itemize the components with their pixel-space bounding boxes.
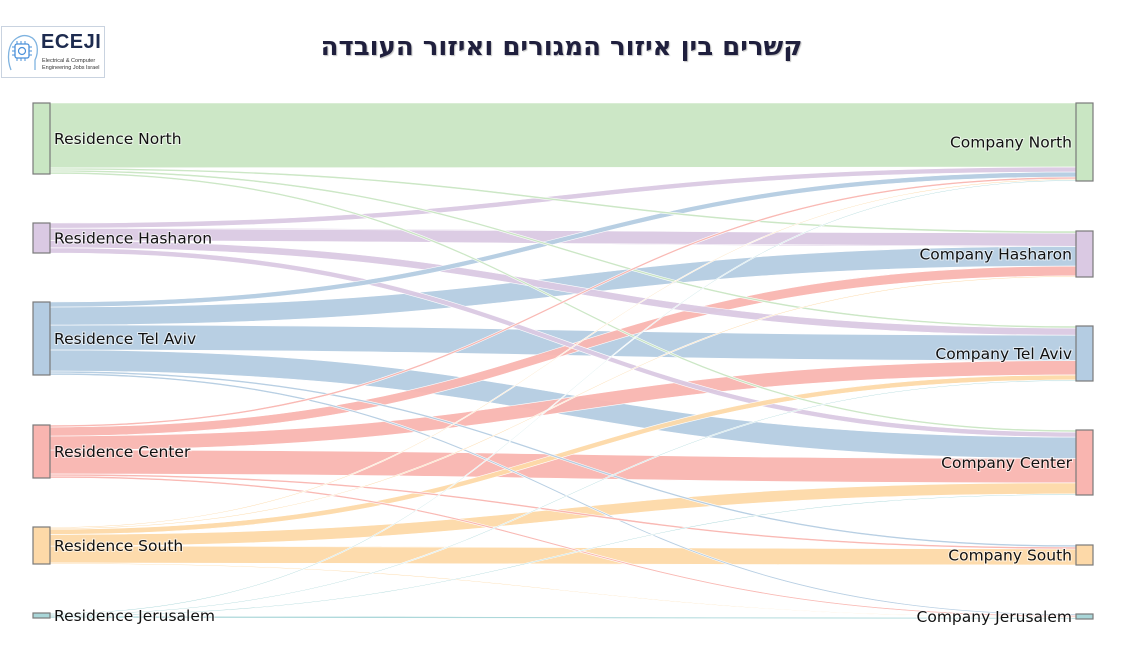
logo-tagline-line1: Electrical & Computer [42,58,96,64]
source-label-rc: Residence Center [54,443,191,461]
logo-tagline: Electrical & Computer Engineering Jobs I… [42,58,106,71]
chip-head-icon [7,35,39,71]
sankey-labels: Residence North Residence Hasharon Residen… [53,129,1074,627]
target-label-cs: Company South [948,547,1072,565]
logo-brand: ECEJI [41,31,102,53]
source-node-rs[interactable] [32,526,51,565]
target-node-ch[interactable] [1075,230,1094,278]
target-node-cc[interactable] [1075,429,1094,496]
target-label-ct: Company Tel Aviv [935,345,1072,363]
logo-tagline-line2: Engineering Jobs Israel [42,64,100,71]
source-label-rj: Residence Jerusalem [54,607,215,625]
source-node-rt[interactable] [32,301,51,376]
source-label-rn: Residence North [54,130,182,148]
target-node-ct[interactable] [1075,325,1094,382]
target-node-cn[interactable] [1075,102,1094,182]
source-label-rh: Residence Hasharon [54,230,212,248]
sankey-nodes [32,102,1094,620]
sankey-links [49,102,1077,620]
chart-title: קשרים בין איזור המגורים ואיזור העובדה [320,32,803,62]
target-label-cc: Company Center [941,454,1072,472]
target-label-ch: Company Hasharon [919,246,1072,264]
target-label-cn: Company North [950,134,1072,152]
target-node-cs[interactable] [1075,544,1094,566]
source-node-rh[interactable] [32,222,51,254]
source-node-rn[interactable] [32,102,51,175]
eceji-logo: ECEJI Electrical & Computer Engineering … [1,26,105,78]
source-node-rc[interactable] [32,424,51,479]
target-node-cj[interactable] [1075,613,1094,620]
sankey-link[interactable] [49,379,1077,616]
sankey-link[interactable] [49,102,1077,169]
source-label-rt: Residence Tel Aviv [54,330,196,348]
sankey-link[interactable] [49,482,1077,547]
target-label-cj: Company Jerusalem [917,608,1072,626]
source-label-rs: Residence South [54,537,183,555]
source-node-rj[interactable] [32,612,51,619]
